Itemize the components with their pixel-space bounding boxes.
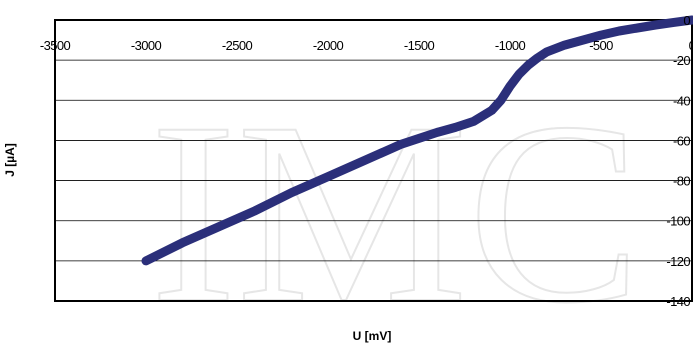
- y-axis-title: J [µA]: [3, 143, 17, 177]
- x-tick-label-4: -1500: [404, 38, 435, 53]
- x-tick-label-7: 0: [689, 38, 693, 53]
- gridlines: [55, 59, 692, 262]
- y-tick-label-4: -80: [673, 174, 690, 189]
- y-tick-label-5: -100: [666, 214, 690, 229]
- x-tick-labels: -3500 -3000 -2500 -2000 -1500 -1000 -500 0: [40, 38, 693, 53]
- x-tick-label-1: -3000: [131, 38, 162, 53]
- x-tick-label-6: -500: [589, 38, 613, 53]
- x-axis-title: U [mV]: [353, 329, 392, 343]
- watermark: IMC: [149, 68, 642, 346]
- x-tick-label-3: -2000: [313, 38, 344, 53]
- x-tick-label-5: -1000: [495, 38, 526, 53]
- y-tick-label-2: -40: [673, 93, 690, 108]
- y-tick-labels: 0-20-40-60-80-100-120-140: [666, 13, 691, 309]
- y-tick-label-7: -140: [666, 294, 690, 309]
- series-line-0: [141, 15, 693, 266]
- y-tick-label-0: 0: [683, 13, 690, 28]
- y-tick-label-6: -120: [666, 254, 690, 269]
- plot-area-frame: [54, 19, 693, 302]
- x-tick-label-2: -2500: [222, 38, 253, 53]
- x-tick-label-0: -3500: [40, 38, 71, 53]
- y-tick-label-1: -20: [673, 53, 690, 68]
- y-tick-label-3: -60: [673, 133, 690, 148]
- svg-text:IMC: IMC: [150, 69, 641, 346]
- series-layer: [141, 15, 693, 266]
